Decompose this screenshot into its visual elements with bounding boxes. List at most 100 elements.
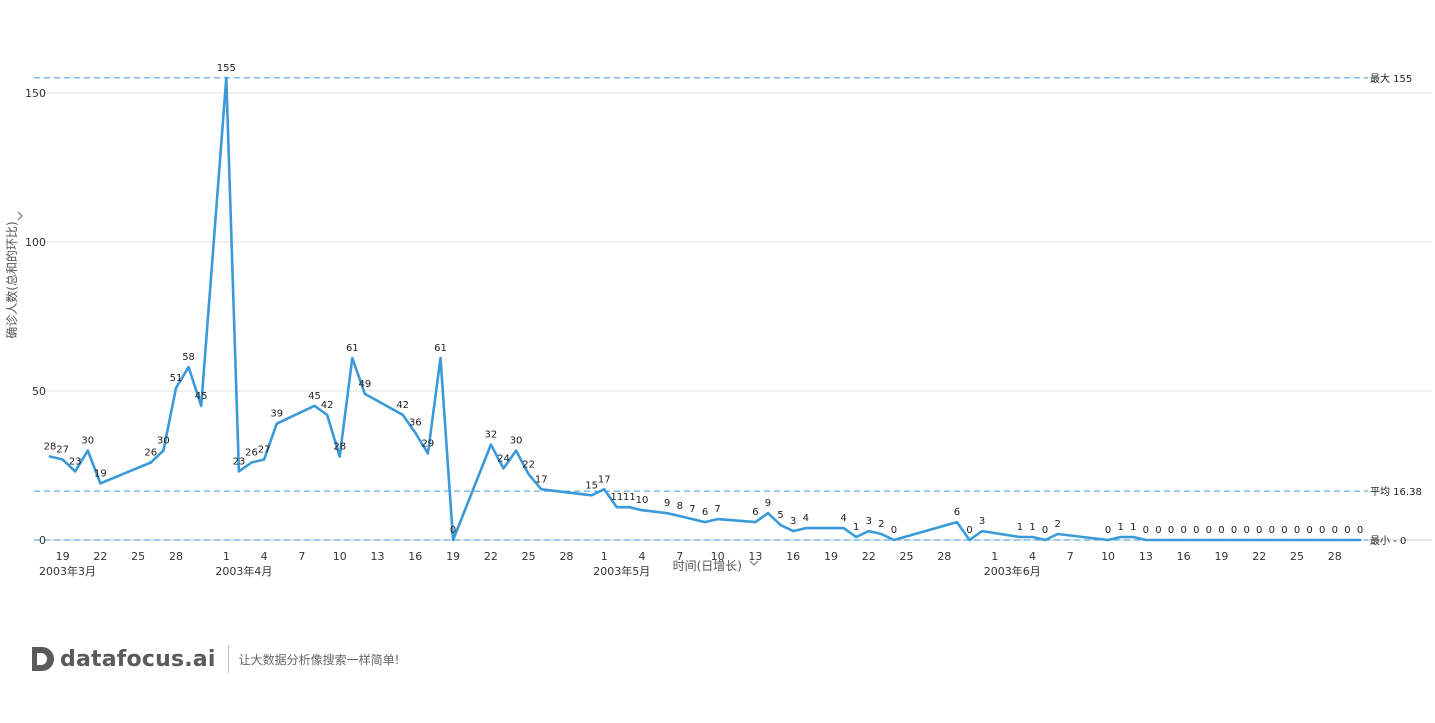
data-point [854, 535, 858, 539]
x-tick-label: 13 [371, 550, 385, 563]
data-label: 30 [510, 436, 523, 447]
data-point [1106, 538, 1110, 542]
y-tick-label: 0 [39, 534, 46, 547]
data-point [325, 413, 329, 416]
x-tick-label: 28 [937, 550, 951, 563]
data-point [1232, 538, 1236, 542]
data-label: 1 [1029, 522, 1035, 533]
data-point [603, 488, 606, 491]
data-label: 42 [321, 400, 334, 411]
data-point [615, 506, 619, 509]
data-point [351, 356, 354, 360]
brand-tagline: 让大数据分析像搜索一样简单! [238, 652, 400, 667]
data-label: 19 [94, 468, 107, 479]
data-point [1031, 535, 1034, 539]
data-label: 1 [853, 522, 859, 533]
series-line [48, 76, 1362, 542]
data-label: 26 [144, 447, 157, 458]
data-point [980, 529, 984, 533]
data-label: 1 [1117, 522, 1123, 533]
x-month-label: 2003年4月 [215, 564, 272, 578]
data-point [955, 520, 959, 524]
x-tick-label: 4 [1029, 550, 1036, 563]
data-point [61, 458, 64, 461]
data-point [1207, 538, 1211, 542]
data-point [842, 526, 845, 530]
data-point [426, 452, 430, 455]
data-point [590, 494, 593, 497]
y-axis-label: 确诊人数(总和的环比) [4, 221, 19, 338]
data-point [1270, 538, 1274, 542]
chevron-down-icon [749, 560, 759, 566]
data-label: 3 [866, 516, 872, 527]
data-point [1056, 532, 1059, 536]
data-point [804, 526, 807, 530]
data-label: 7 [714, 504, 720, 515]
data-label: 155 [217, 63, 236, 74]
data-label: 4 [803, 513, 809, 524]
data-point [237, 470, 241, 473]
data-point [401, 413, 404, 416]
x-tick-label: 1 [991, 550, 998, 563]
data-label: 2 [878, 519, 884, 530]
x-tick-label: 4 [261, 550, 268, 563]
data-point [1132, 535, 1135, 539]
data-point [691, 517, 694, 521]
data-label: 15 [585, 480, 598, 491]
data-label: 27 [258, 445, 271, 456]
x-tick-label: 22 [93, 550, 107, 563]
data-label: 0 [1231, 525, 1237, 536]
data-point [1358, 538, 1362, 542]
data-point [1157, 538, 1160, 542]
x-tick-label: 10 [333, 550, 347, 563]
y-axis-title[interactable]: 确诊人数(总和的环比) [4, 211, 23, 339]
datafocus-logo-icon [32, 647, 54, 671]
x-tick-label: 22 [862, 550, 876, 563]
x-tick-label: 19 [446, 550, 460, 563]
data-label: 61 [346, 343, 359, 354]
x-tick-label: 7 [1067, 550, 1074, 563]
data-label: 58 [182, 352, 195, 363]
data-label: 0 [1218, 525, 1224, 536]
x-tick-label: 19 [1214, 550, 1228, 563]
data-label: 9 [664, 498, 670, 509]
data-label: 28 [44, 442, 57, 453]
data-label: 9 [765, 498, 771, 509]
brand-divider [227, 645, 229, 673]
data-point [225, 76, 228, 80]
x-tick-label: 19 [824, 550, 838, 563]
data-point [250, 461, 253, 464]
series-layer [48, 76, 1362, 542]
x-tick-label: 13 [748, 550, 762, 563]
reference-line-label: 平均 16.38 [1370, 486, 1422, 498]
data-point [640, 508, 644, 512]
data-label: 0 [1269, 525, 1275, 536]
data-point [338, 455, 341, 458]
data-point [1144, 538, 1148, 542]
data-label: 0 [1357, 525, 1363, 536]
data-label: 1 [1130, 522, 1136, 533]
x-axis-title[interactable]: 时间(日增长) [673, 559, 759, 573]
data-label: 11 [610, 492, 623, 503]
data-point [1119, 535, 1122, 539]
x-tick-label: 1 [223, 550, 230, 563]
data-point [502, 467, 505, 470]
data-label: 23 [69, 456, 82, 467]
reference-line-label: 最小 - 0 [1370, 535, 1406, 547]
data-point [1245, 538, 1248, 542]
x-tick-label: 25 [1290, 550, 1304, 563]
data-point [1195, 538, 1198, 542]
data-label: 39 [270, 409, 283, 420]
data-point [527, 473, 530, 476]
data-label: 11 [623, 492, 636, 503]
x-tick-label: 4 [639, 550, 646, 563]
data-label: 2 [1055, 519, 1061, 530]
data-point [880, 532, 883, 536]
x-tick-label: 7 [676, 550, 683, 563]
data-point [199, 404, 203, 408]
data-point [162, 449, 165, 452]
data-point [262, 458, 266, 461]
data-label: 0 [1256, 525, 1262, 536]
data-point [187, 365, 190, 369]
